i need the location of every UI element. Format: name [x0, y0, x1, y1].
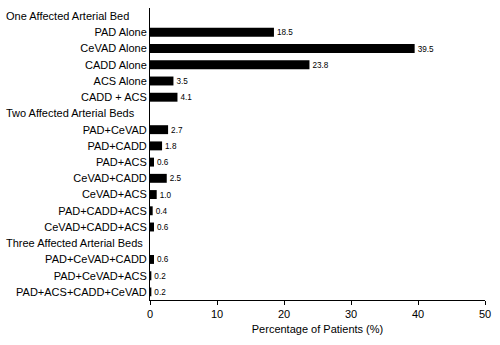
svg-text:0.4: 0.4 — [156, 207, 168, 216]
svg-text:Two Affected Arterial Beds: Two Affected Arterial Beds — [6, 107, 135, 119]
svg-text:0.6: 0.6 — [157, 223, 169, 232]
svg-text:PAD+CeVAD+CADD: PAD+CeVAD+CADD — [45, 253, 147, 265]
svg-text:CeVAD Alone: CeVAD Alone — [80, 42, 146, 54]
svg-text:ACS Alone: ACS Alone — [94, 75, 147, 87]
svg-text:Percentage of Patients (%): Percentage of Patients (%) — [252, 323, 383, 335]
svg-text:0.6: 0.6 — [157, 158, 169, 167]
svg-text:PAD+CeVAD+ACS: PAD+CeVAD+ACS — [54, 270, 147, 282]
svg-text:PAD+ACS+CADD+CeVAD: PAD+ACS+CADD+CeVAD — [16, 286, 147, 298]
svg-text:0.6: 0.6 — [157, 255, 169, 264]
svg-text:CeVAD+CADD+ACS: CeVAD+CADD+ACS — [44, 221, 147, 233]
svg-text:CADD + ACS: CADD + ACS — [81, 91, 147, 103]
svg-text:2.5: 2.5 — [170, 174, 182, 183]
svg-text:PAD+ACS: PAD+ACS — [96, 156, 147, 168]
svg-text:2.7: 2.7 — [171, 126, 183, 135]
svg-text:4.1: 4.1 — [180, 93, 192, 102]
svg-text:0: 0 — [147, 308, 153, 320]
svg-text:PAD+CADD+ACS: PAD+CADD+ACS — [58, 205, 146, 217]
svg-text:PAD+CeVAD: PAD+CeVAD — [83, 124, 147, 136]
svg-text:39.5: 39.5 — [418, 45, 434, 54]
svg-text:40: 40 — [412, 308, 424, 320]
svg-text:0.2: 0.2 — [154, 272, 166, 281]
svg-text:30: 30 — [345, 308, 357, 320]
svg-text:CeVAD+ACS: CeVAD+ACS — [82, 188, 147, 200]
svg-text:PAD+CADD: PAD+CADD — [87, 140, 146, 152]
svg-text:23.8: 23.8 — [312, 61, 328, 70]
svg-text:18.5: 18.5 — [277, 28, 293, 37]
svg-text:3.5: 3.5 — [176, 77, 188, 86]
svg-text:50: 50 — [479, 308, 491, 320]
svg-text:Three Affected Arterial Beds: Three Affected Arterial Beds — [6, 237, 143, 249]
svg-text:0.2: 0.2 — [154, 288, 166, 297]
svg-text:CeVAD+CADD: CeVAD+CADD — [73, 172, 147, 184]
svg-text:1.0: 1.0 — [160, 191, 172, 200]
svg-text:CADD Alone: CADD Alone — [85, 59, 147, 71]
svg-text:PAD Alone: PAD Alone — [94, 26, 146, 38]
svg-text:20: 20 — [278, 308, 290, 320]
svg-text:1.8: 1.8 — [165, 142, 177, 151]
svg-text:One Affected Arterial Bed: One Affected Arterial Bed — [6, 10, 129, 22]
svg-text:10: 10 — [211, 308, 223, 320]
